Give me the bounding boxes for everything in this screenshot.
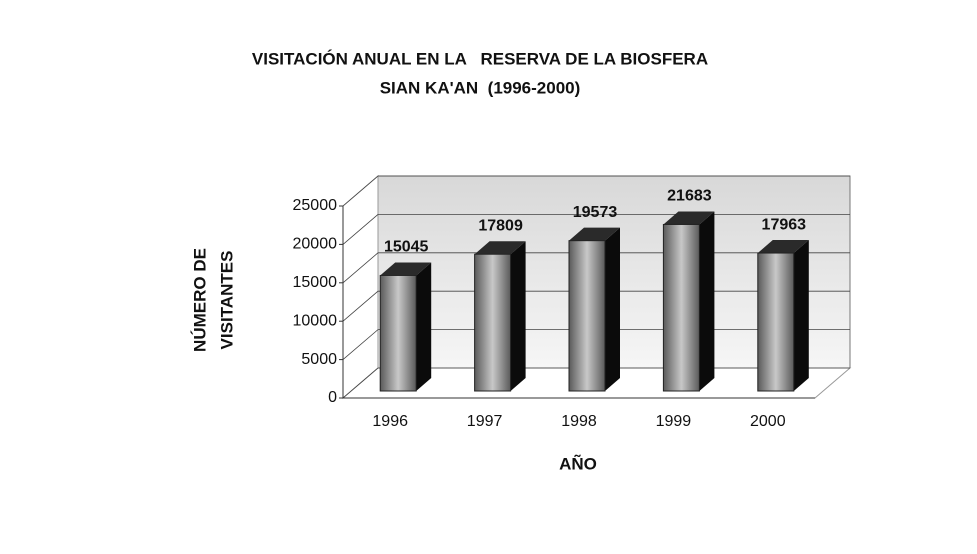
value-label: 15045 xyxy=(384,239,429,256)
x-tick-label: 1997 xyxy=(467,413,503,430)
y-tick-label: 25000 xyxy=(293,197,338,214)
side-wall xyxy=(342,174,379,400)
y-tick-label: 5000 xyxy=(301,351,337,368)
bar-side xyxy=(416,262,432,391)
bar-top xyxy=(380,262,432,276)
bar-top xyxy=(474,241,526,255)
y-axis-label: VISITANTES xyxy=(217,251,236,350)
grid-line xyxy=(342,175,850,207)
bar-top xyxy=(757,240,809,254)
bar-top xyxy=(569,227,620,241)
y-axis-label: NÚMERO DE xyxy=(190,248,209,352)
bar xyxy=(379,274,417,392)
chart-title: SIAN KA'AN (1996-2000) xyxy=(380,78,581,97)
bar xyxy=(757,252,795,392)
value-label: 21683 xyxy=(667,188,712,205)
x-tick-label: 1999 xyxy=(656,413,692,430)
value-label: 17963 xyxy=(762,216,807,233)
y-tick-label: 0 xyxy=(328,389,337,406)
x-tick-label: 2000 xyxy=(750,413,786,430)
value-label: 19573 xyxy=(573,204,618,221)
value-label: 17809 xyxy=(478,217,523,234)
bar xyxy=(474,253,512,392)
bar-top xyxy=(663,211,715,225)
bar xyxy=(568,240,606,392)
bar xyxy=(662,223,700,392)
x-tick-label: 1998 xyxy=(561,413,597,430)
y-tick-label: 10000 xyxy=(293,312,338,329)
bar-side xyxy=(605,227,620,391)
bar-side xyxy=(699,211,715,391)
y-tick-label: 15000 xyxy=(293,274,338,291)
x-axis-label: AÑO xyxy=(559,453,597,473)
bar-side xyxy=(510,241,526,391)
chart-title: VISITACIÓN ANUAL EN LA RESERVA DE LA BIO… xyxy=(252,49,708,68)
bar-side xyxy=(793,240,809,391)
x-tick-label: 1996 xyxy=(372,413,408,430)
y-tick-label: 20000 xyxy=(293,236,338,253)
